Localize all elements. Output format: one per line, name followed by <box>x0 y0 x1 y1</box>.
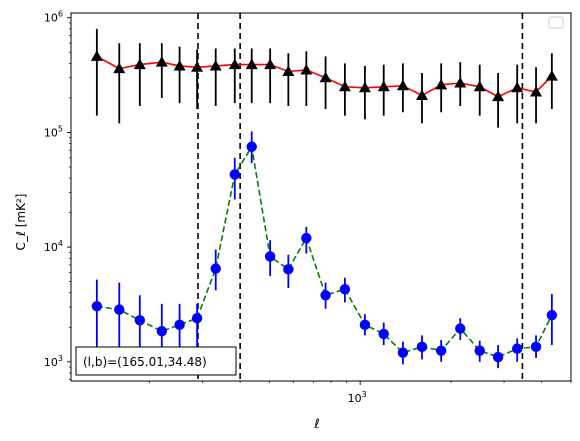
data-point <box>301 232 312 244</box>
data-point <box>377 80 390 92</box>
y-tick-label: 106 <box>44 10 63 25</box>
series-circle <box>91 131 558 369</box>
data-point <box>339 283 351 295</box>
y-tick-label: 104 <box>44 239 63 254</box>
data-point <box>210 263 221 274</box>
series-triangle <box>90 28 558 128</box>
data-point <box>545 70 558 81</box>
x-axis-label: ℓ <box>313 417 319 432</box>
data-point <box>435 78 448 90</box>
data-point <box>173 59 186 71</box>
axes-layer: 103 104 105 106 103 <box>44 10 572 405</box>
data-point <box>282 65 295 76</box>
data-point <box>415 89 428 100</box>
y-axis-label: C_ℓ [mK²] <box>14 194 28 251</box>
data-point <box>155 56 168 67</box>
data-point <box>511 81 524 93</box>
y-tick-label: 105 <box>44 124 63 139</box>
data-point <box>511 343 523 354</box>
data-point <box>264 58 277 70</box>
annotation-box: (l,b)=(165.01,34.48) <box>75 346 237 376</box>
data-point <box>530 86 543 97</box>
x-tick-label: 103 <box>348 390 367 405</box>
data-point <box>359 319 371 331</box>
data-point <box>492 90 505 102</box>
data-point <box>397 347 409 358</box>
series-layer <box>90 13 558 381</box>
data-point <box>474 345 485 356</box>
data-point <box>300 64 313 75</box>
data-point <box>264 251 276 262</box>
data-point <box>320 290 331 301</box>
data-point <box>338 80 351 92</box>
data-point <box>492 351 504 363</box>
plot-frame <box>70 12 572 382</box>
data-point <box>396 79 409 91</box>
data-point <box>113 62 126 74</box>
annotation-text: (l,b)=(165.01,34.48) <box>83 355 207 369</box>
data-point <box>283 264 294 275</box>
data-point <box>245 58 258 70</box>
data-point <box>319 71 332 83</box>
data-point <box>228 58 241 70</box>
data-point <box>546 309 558 321</box>
legend-box <box>548 16 564 29</box>
data-point <box>174 319 185 331</box>
data-point <box>209 59 222 71</box>
data-point <box>156 325 168 337</box>
data-point <box>416 341 428 353</box>
y-axis-label-group: C_ℓ [mK²] <box>14 194 28 251</box>
data-point <box>191 61 204 72</box>
data-point <box>229 169 240 180</box>
data-point <box>435 345 447 356</box>
data-point <box>114 304 125 315</box>
data-point <box>90 50 103 61</box>
data-point <box>378 328 389 340</box>
data-point <box>454 76 467 88</box>
y-tick-label: 103 <box>44 354 63 369</box>
data-point <box>358 81 371 93</box>
data-point <box>134 315 146 326</box>
data-point <box>246 141 257 152</box>
data-point <box>455 323 466 334</box>
data-point <box>473 80 486 92</box>
data-point <box>91 301 103 312</box>
series-line <box>96 144 553 358</box>
data-point <box>530 341 542 353</box>
data-point <box>133 58 146 70</box>
data-point <box>191 312 203 324</box>
